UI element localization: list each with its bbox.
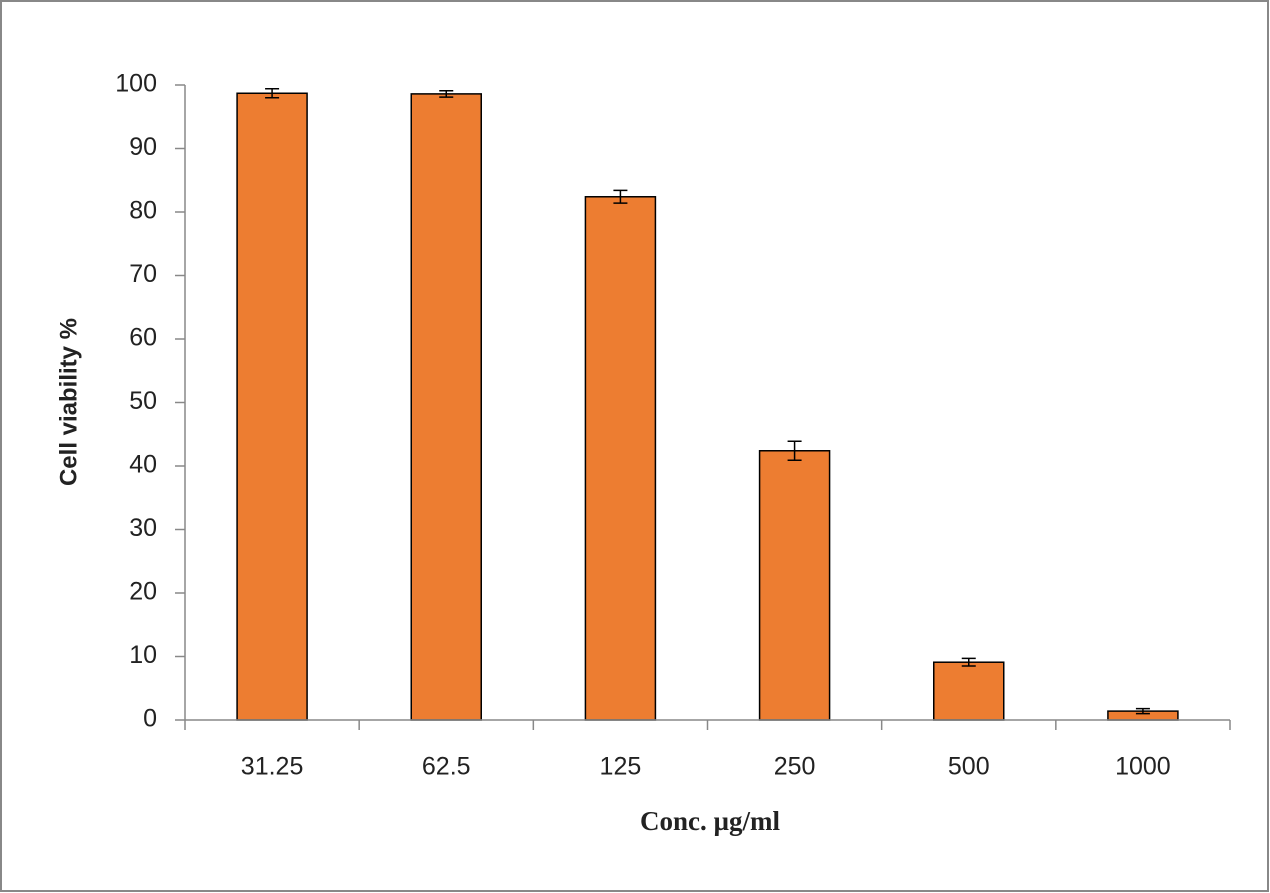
x-tick-label: 125 <box>600 753 642 781</box>
x-axis-title: Conc. µg/ml <box>640 806 781 836</box>
x-tick-label: 500 <box>948 753 990 781</box>
x-tick-label: 250 <box>774 753 816 781</box>
y-tick-label: 20 <box>129 578 157 606</box>
x-tick-label: 62.5 <box>422 753 471 781</box>
bar <box>933 661 1005 721</box>
error-bar <box>787 440 802 462</box>
x-tick-label: 1000 <box>1115 753 1171 781</box>
y-tick-label: 80 <box>129 197 157 225</box>
y-axis-title: Cell viability % <box>55 318 82 486</box>
y-tick-label: 50 <box>129 387 157 415</box>
error-bar <box>961 657 976 667</box>
error-bar <box>1135 707 1150 715</box>
y-tick-label: 60 <box>129 324 157 352</box>
y-tick-label: 90 <box>129 133 157 161</box>
bar <box>410 93 482 721</box>
error-bar <box>439 89 454 98</box>
bar <box>236 92 308 721</box>
bar <box>584 196 657 721</box>
error-bar <box>613 189 628 204</box>
y-tick-label: 10 <box>129 641 157 669</box>
y-tick-label: 30 <box>129 514 157 542</box>
y-tick-label: 70 <box>129 260 157 288</box>
y-tick-label: 0 <box>143 705 157 733</box>
y-tick-label: 40 <box>129 451 157 479</box>
error-bar <box>265 88 280 99</box>
x-tick-label: 31.25 <box>241 753 304 781</box>
bar <box>758 450 831 721</box>
y-tick-label: 100 <box>115 70 157 98</box>
